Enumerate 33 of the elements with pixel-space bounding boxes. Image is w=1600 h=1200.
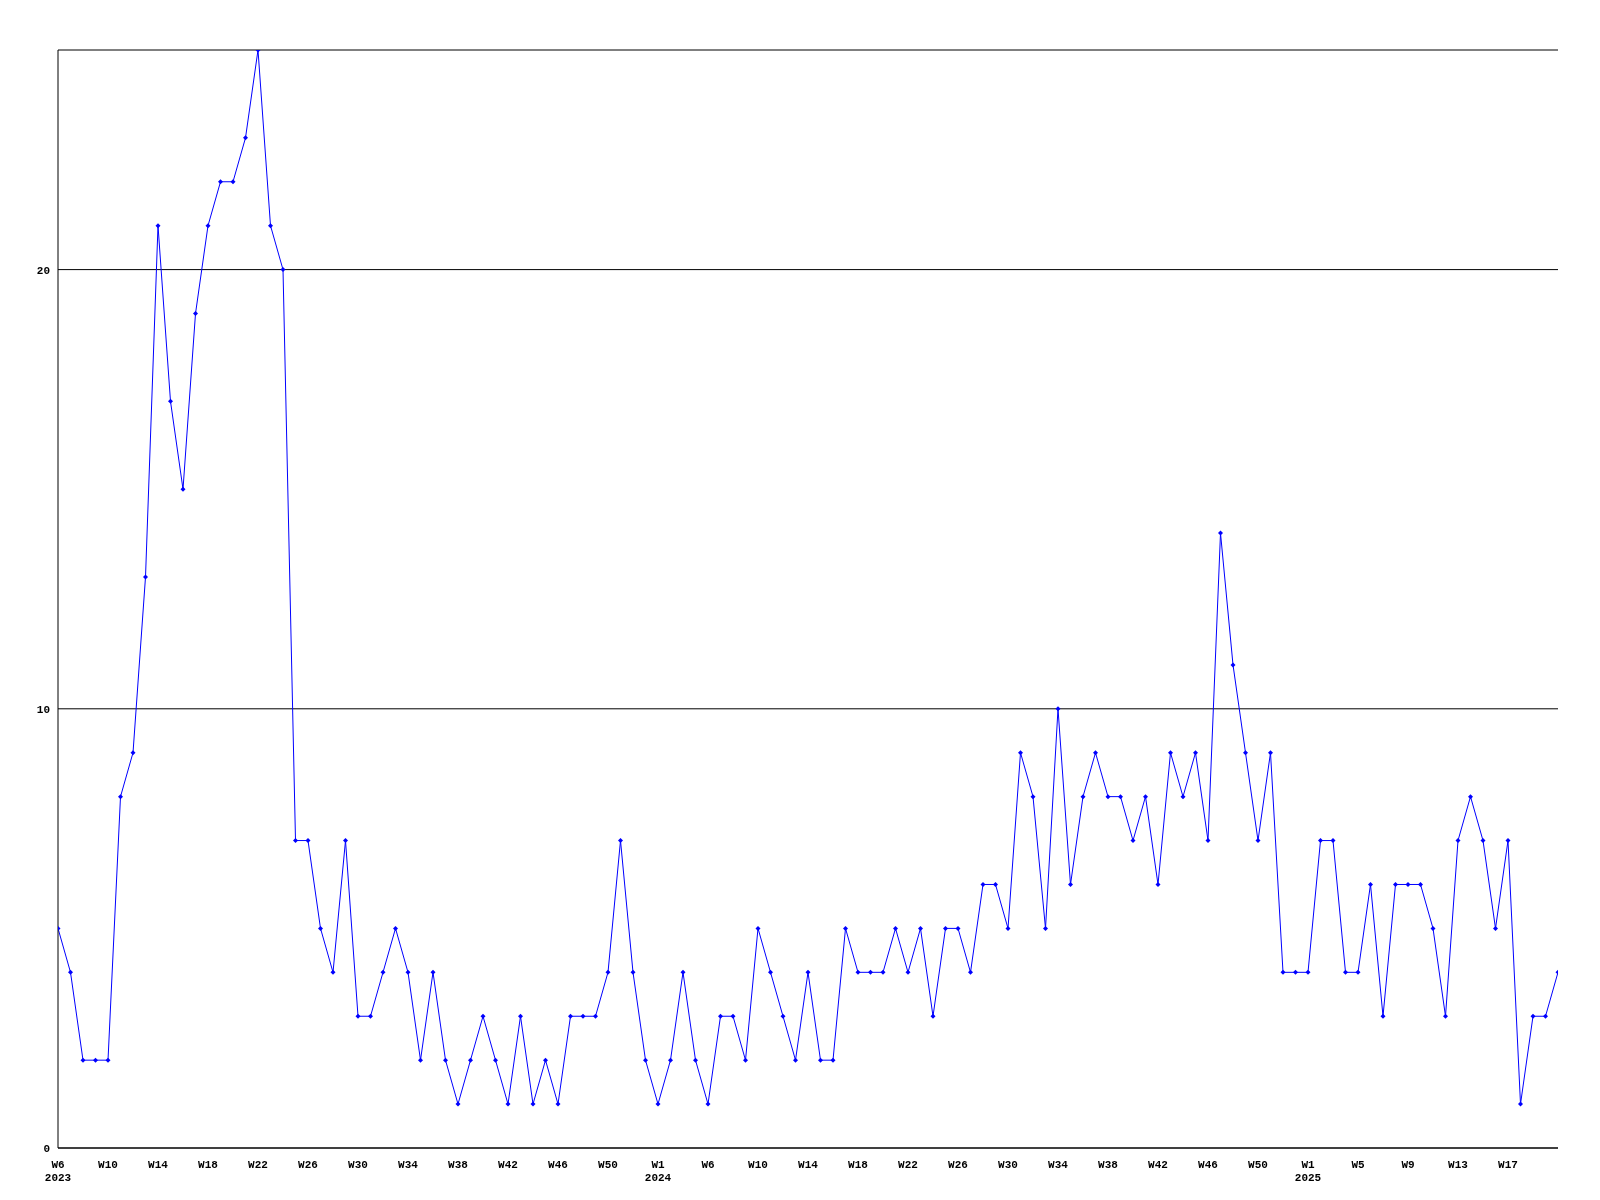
x-tick-label: W38 [1098, 1159, 1119, 1171]
x-tick-label: W10 [98, 1159, 118, 1171]
x-tick-label: W9 [1401, 1159, 1415, 1171]
y-tick-label: 10 [36, 703, 50, 716]
x-tick-label: W17 [1498, 1159, 1518, 1171]
x-tick-label: W26 [948, 1159, 968, 1171]
x-tick-label: W46 [1198, 1159, 1218, 1171]
x-tick-label: W30 [348, 1159, 368, 1171]
x-tick-label: W34 [1048, 1159, 1069, 1171]
x-tick-label: W50 [598, 1159, 618, 1171]
x-tick-label: W6 2023 [44, 1159, 72, 1184]
x-tick-label: W18 [198, 1159, 219, 1171]
x-tick-label: W5 [1351, 1159, 1365, 1171]
x-tick-label: W22 [898, 1159, 918, 1171]
x-tick-label: W34 [398, 1159, 419, 1171]
x-tick-label: W50 [1248, 1159, 1268, 1171]
x-tick-label: W14 [148, 1159, 169, 1171]
x-tick-label: W14 [798, 1159, 819, 1171]
x-tick-label: W1 2024 [644, 1159, 672, 1184]
x-tick-label: W30 [998, 1159, 1018, 1171]
x-tick-label: W1 2025 [1294, 1159, 1322, 1184]
x-tick-label: W18 [848, 1159, 869, 1171]
x-tick-label: W13 [1448, 1159, 1469, 1171]
x-tick-label: W42 [1148, 1159, 1168, 1171]
y-tick-label: 0 [43, 1142, 50, 1155]
x-tick-label: W46 [548, 1159, 568, 1171]
x-tick-label: W22 [248, 1159, 268, 1171]
y-tick-label: 20 [36, 264, 50, 277]
x-tick-label: W10 [748, 1159, 768, 1171]
x-tick-label: W42 [498, 1159, 518, 1171]
x-tick-label: W6 [701, 1159, 715, 1171]
x-tick-label: W38 [448, 1159, 469, 1171]
x-tick-label: W26 [298, 1159, 318, 1171]
